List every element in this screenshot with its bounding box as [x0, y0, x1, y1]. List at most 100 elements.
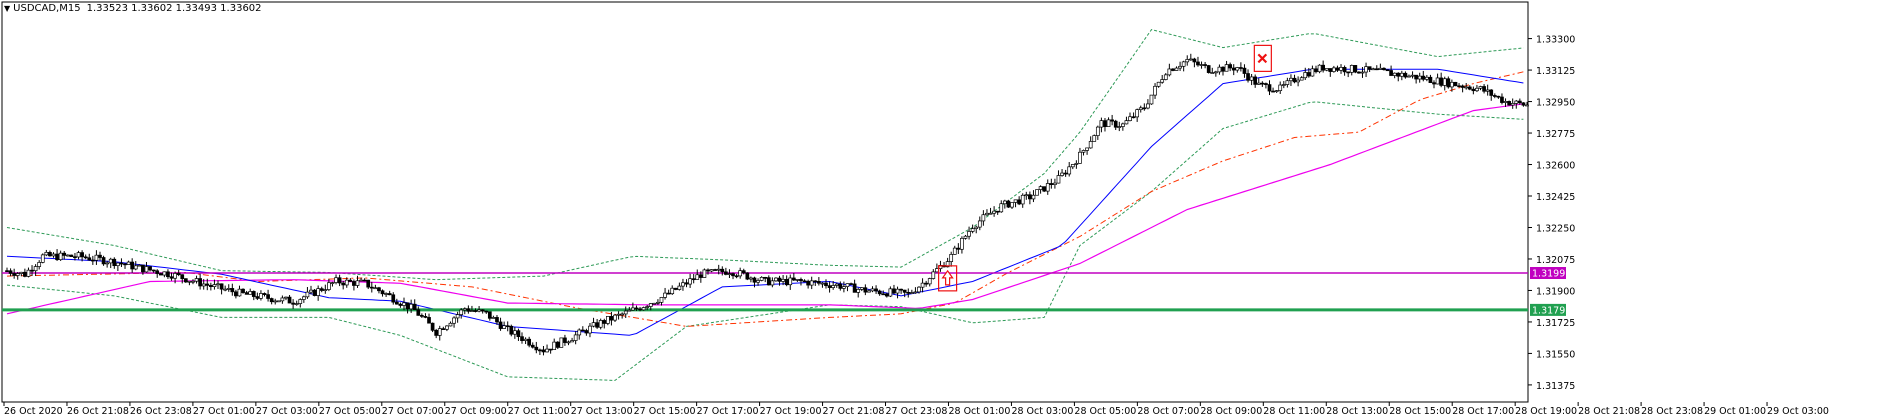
time-tick-label: 27 Oct 07:00: [382, 406, 444, 415]
candle: [284, 296, 288, 301]
candle: [309, 285, 313, 295]
candle-body: [1142, 107, 1147, 110]
candle-body: [1471, 88, 1476, 92]
candle: [1006, 199, 1011, 208]
candle-body: [119, 262, 124, 265]
candle-body: [105, 262, 109, 265]
candle: [183, 278, 188, 283]
exit-signal-box: [1253, 44, 1272, 72]
candle: [1414, 74, 1418, 84]
candle: [981, 210, 986, 226]
candle: [280, 295, 285, 304]
time-tick-label: 28 Oct 21:08: [1578, 406, 1640, 415]
candle: [509, 324, 514, 337]
candle-body: [566, 341, 571, 344]
candle: [62, 250, 67, 260]
candle: [226, 284, 231, 292]
candle: [173, 271, 177, 284]
candle: [856, 287, 861, 298]
candle-body: [498, 321, 503, 329]
candle: [1496, 95, 1501, 99]
candle-body: [487, 311, 492, 319]
candle-body: [241, 288, 245, 293]
candle: [874, 285, 878, 294]
candle: [498, 317, 503, 331]
candle-body: [555, 341, 560, 348]
candle: [1314, 65, 1318, 74]
candle-body: [412, 303, 417, 311]
candle-body: [234, 291, 238, 297]
candle: [791, 272, 796, 282]
candle: [466, 305, 471, 314]
candle: [391, 292, 396, 305]
candle-body: [448, 322, 453, 327]
candle: [1492, 93, 1497, 99]
candle-body: [1374, 68, 1379, 71]
candle: [319, 286, 324, 293]
candle-body: [552, 341, 557, 350]
candle-body: [902, 289, 907, 293]
candle: [1521, 102, 1526, 107]
candle-body: [209, 285, 213, 287]
candle-body: [1135, 109, 1140, 118]
candle: [90, 255, 95, 265]
candle: [126, 260, 131, 265]
candle-body: [534, 346, 539, 351]
candle-body: [813, 280, 818, 283]
candle-body: [1213, 71, 1218, 74]
candle-body: [1349, 65, 1354, 73]
candle: [1035, 189, 1039, 196]
candle-body: [455, 314, 460, 319]
candle-body: [405, 302, 410, 310]
candle: [974, 225, 979, 234]
candle: [1181, 60, 1186, 72]
candle: [852, 279, 857, 293]
candle-body: [659, 297, 664, 303]
candle-body: [1024, 194, 1029, 197]
candle-body: [44, 251, 49, 256]
candle-body: [666, 292, 671, 295]
candle: [602, 318, 607, 329]
candle: [842, 281, 846, 293]
candle-body: [1378, 67, 1383, 70]
candle-body: [1092, 135, 1097, 142]
candle-body: [627, 309, 632, 312]
candle-body: [180, 274, 185, 279]
candle: [899, 288, 903, 294]
candle-body: [741, 270, 746, 274]
candle-body: [362, 279, 367, 282]
candle: [784, 275, 789, 287]
candle-body: [420, 315, 424, 317]
candle: [495, 315, 499, 325]
candle-body: [1439, 77, 1444, 86]
candle: [1192, 57, 1197, 68]
price-tick-label: 1.31900: [1536, 286, 1575, 297]
candle-body: [673, 287, 678, 290]
candle-body: [137, 264, 142, 267]
candle-body: [1389, 70, 1393, 76]
collapse-triangle-icon[interactable]: ▼: [4, 4, 11, 13]
candle: [1235, 66, 1240, 73]
candle-body: [1031, 194, 1036, 200]
candle: [1374, 65, 1379, 71]
time-tick-label: 28 Oct 01:00: [948, 406, 1010, 415]
candle: [334, 274, 338, 285]
candle: [244, 290, 249, 295]
candle-body: [112, 258, 117, 267]
candle-body: [1500, 96, 1504, 103]
candle-body: [770, 280, 775, 286]
candle: [1514, 99, 1519, 109]
candle-body: [820, 282, 825, 285]
candle: [949, 251, 954, 267]
candle-body: [1517, 100, 1522, 104]
candle-body: [867, 290, 871, 293]
candle: [323, 284, 328, 294]
candle: [1507, 100, 1511, 106]
bollinger-upper-band: [6, 29, 1524, 281]
candle-body: [795, 279, 800, 281]
candle: [591, 317, 596, 328]
candle: [394, 298, 399, 305]
time-tick-label: 26 Oct 23:08: [130, 406, 192, 415]
candle-body: [330, 282, 335, 284]
